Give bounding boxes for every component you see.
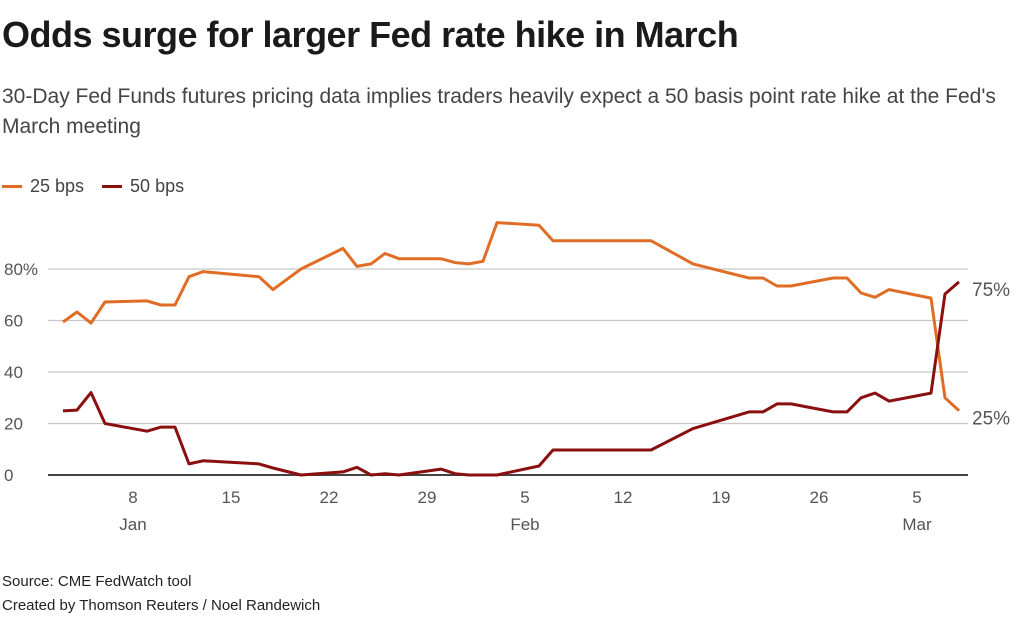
y-tick-label: 60 <box>4 312 23 331</box>
legend-item-25bps: 25 bps <box>2 176 84 197</box>
x-tick-label: 26 <box>810 488 829 507</box>
y-tick-label: 80% <box>4 260 38 279</box>
x-month-label: Feb <box>510 515 539 534</box>
series-line-50bps <box>62 280 960 477</box>
series-line-25bps <box>62 221 961 412</box>
x-tick-label: 5 <box>520 488 529 507</box>
x-tick-label: 22 <box>320 488 339 507</box>
end-value-label: 25% <box>972 409 1010 430</box>
source-note: Source: CME FedWatch tool <box>2 573 192 590</box>
x-tick-label: 29 <box>418 488 437 507</box>
y-tick-label: 40 <box>4 363 23 382</box>
x-tick-label: 8 <box>128 488 137 507</box>
credit-note: Created by Thomson Reuters / Noel Randew… <box>2 597 321 614</box>
legend-swatch <box>102 185 123 188</box>
legend-label: 50 bps <box>130 176 185 196</box>
legend-item-50bps: 50 bps <box>102 176 184 197</box>
chart-subtitle: 30-Day Fed Funds futures pricing data im… <box>2 85 996 138</box>
end-value-label: 75% <box>972 280 1010 301</box>
x-tick-label: 19 <box>712 488 731 507</box>
y-tick-label: 0 <box>4 466 13 485</box>
legend-label: 25 bps <box>30 176 85 196</box>
y-tick-label: 20 <box>4 415 23 434</box>
x-month-label: Mar <box>902 515 932 534</box>
x-tick-label: 5 <box>912 488 921 507</box>
chart-title: Odds surge for larger Fed rate hike in M… <box>2 14 739 55</box>
x-tick-label: 12 <box>614 488 633 507</box>
legend: 25 bps 50 bps <box>2 176 184 197</box>
x-tick-label: 15 <box>222 488 241 507</box>
legend-swatch <box>2 185 22 188</box>
x-month-label: Jan <box>119 515 146 534</box>
